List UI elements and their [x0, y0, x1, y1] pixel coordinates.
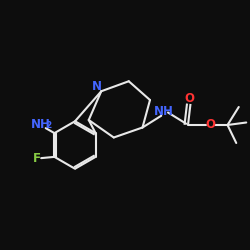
Text: F: F [33, 152, 41, 164]
Text: NH: NH [154, 105, 174, 118]
Text: O: O [206, 118, 216, 132]
Text: 2: 2 [45, 121, 52, 130]
Text: N: N [92, 80, 102, 93]
Text: NH: NH [31, 118, 50, 131]
Text: O: O [184, 92, 194, 105]
